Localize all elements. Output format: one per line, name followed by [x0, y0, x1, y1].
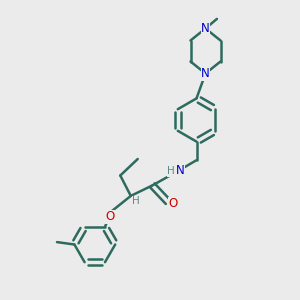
- Text: N: N: [201, 67, 210, 80]
- Text: N: N: [201, 22, 210, 35]
- Text: H: H: [132, 196, 140, 206]
- Text: H: H: [167, 166, 175, 176]
- Text: N: N: [176, 164, 185, 177]
- Text: O: O: [105, 210, 114, 224]
- Text: O: O: [169, 197, 178, 210]
